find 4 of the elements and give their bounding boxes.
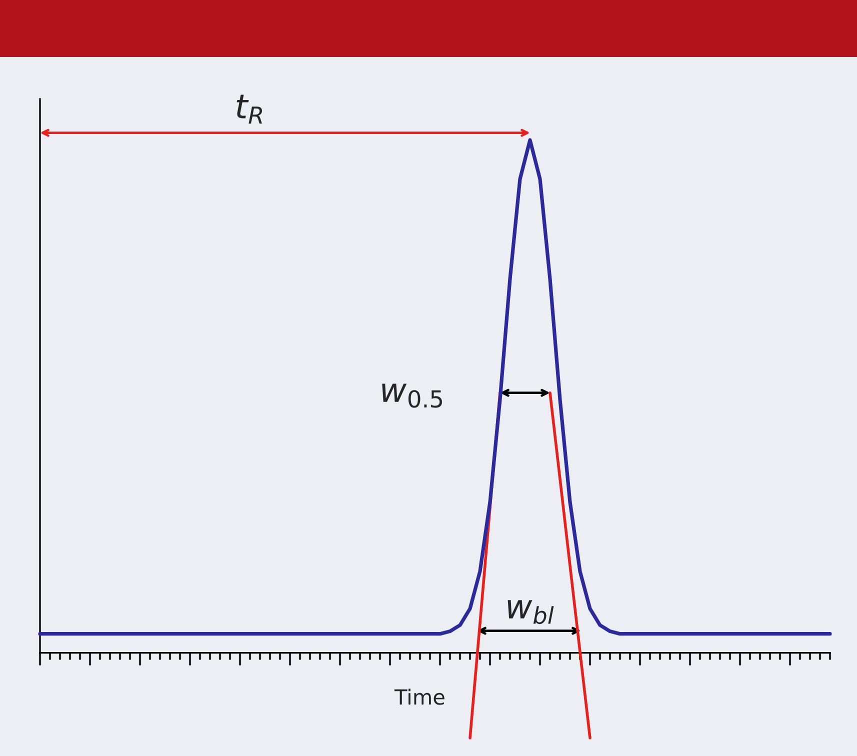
x-axis-title: Time (394, 688, 444, 705)
annotation: w$_{bl}$ (508, 600, 554, 624)
annotation: w$_{0.5}$ (382, 384, 442, 408)
text: t$_{R}$ (236, 94, 262, 124)
